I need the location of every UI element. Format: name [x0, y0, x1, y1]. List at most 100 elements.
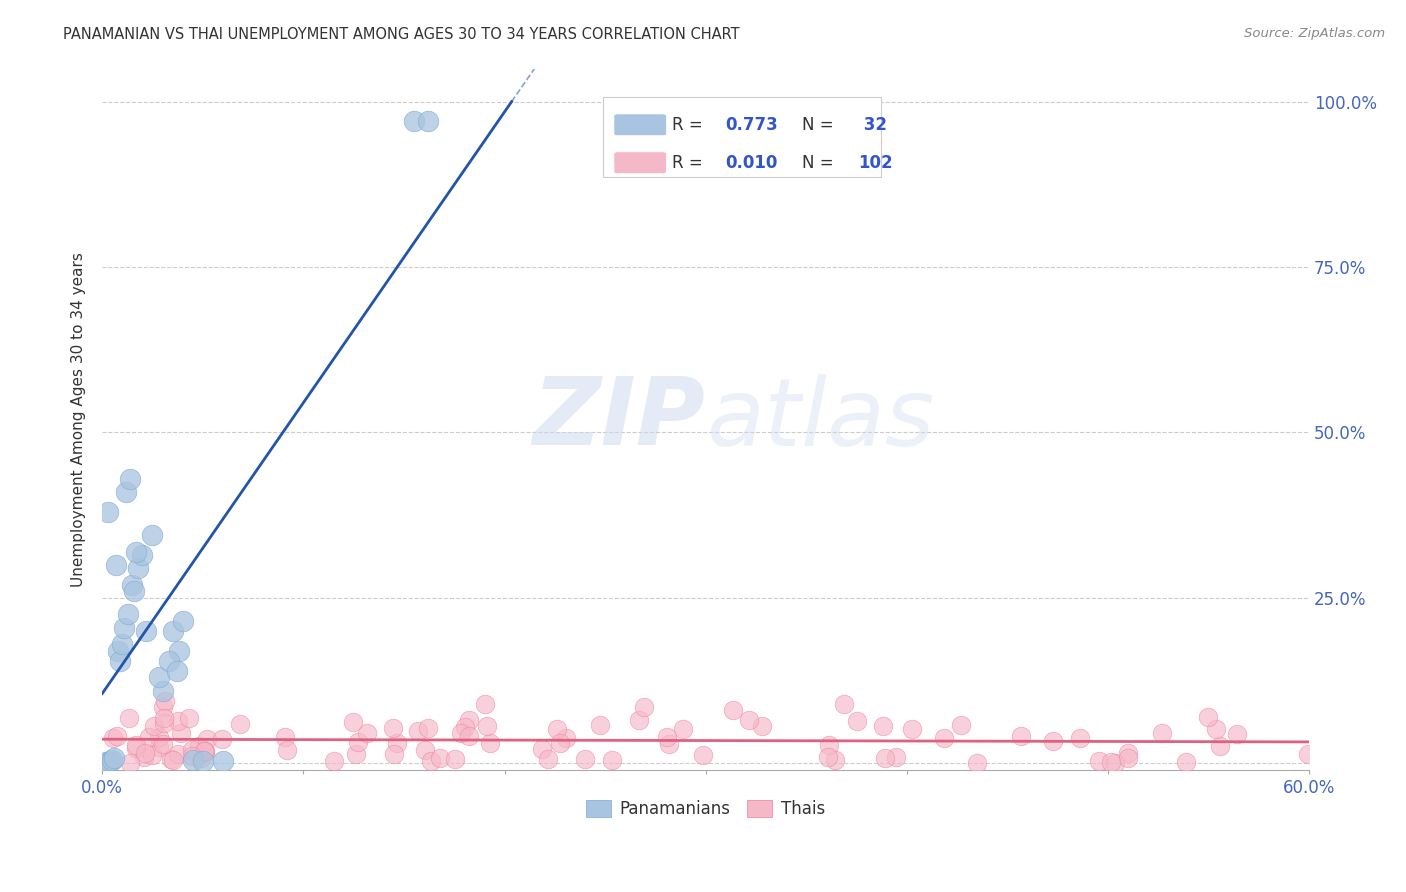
Point: [101, 731, 124, 745]
Point: [382, 722, 405, 736]
Point: [162, 753, 184, 767]
Point: [387, 735, 409, 749]
Point: [402, 114, 425, 128]
Point: [194, 745, 217, 759]
Point: [1198, 710, 1220, 724]
Point: [1152, 726, 1174, 740]
Point: [98, 755, 121, 769]
Point: [177, 711, 200, 725]
Point: [193, 744, 215, 758]
Point: [658, 737, 681, 751]
Point: [555, 731, 578, 745]
Point: [1099, 756, 1122, 770]
Point: [135, 624, 157, 638]
Point: [1205, 722, 1227, 736]
Point: [141, 528, 163, 542]
Point: [546, 722, 568, 736]
Point: [406, 723, 429, 738]
Point: [1088, 754, 1111, 768]
Point: [105, 558, 128, 572]
Point: [148, 670, 170, 684]
Point: [103, 751, 125, 765]
Text: 0.773: 0.773: [725, 116, 779, 134]
Point: [382, 747, 405, 761]
Point: [1209, 739, 1232, 753]
Text: atlas: atlas: [706, 374, 934, 465]
Point: [723, 703, 745, 717]
Point: [162, 624, 184, 638]
Point: [347, 735, 370, 749]
Point: [1175, 755, 1198, 769]
Point: [950, 718, 973, 732]
Point: [153, 716, 176, 731]
Text: 32: 32: [858, 116, 887, 134]
Text: Source: ZipAtlas.com: Source: ZipAtlas.com: [1244, 27, 1385, 40]
Point: [172, 614, 194, 628]
Point: [148, 730, 170, 744]
Point: [1296, 747, 1319, 761]
Point: [477, 718, 499, 732]
Y-axis label: Unemployment Among Ages 30 to 34 years: Unemployment Among Ages 30 to 34 years: [72, 252, 86, 587]
Point: [356, 725, 378, 739]
Point: [117, 607, 139, 622]
Point: [167, 714, 190, 729]
Point: [229, 716, 252, 731]
Point: [152, 683, 174, 698]
Point: [125, 544, 148, 558]
Legend: Panamanians, Thais: Panamanians, Thais: [579, 793, 831, 825]
Point: [1042, 734, 1064, 748]
Point: [548, 736, 571, 750]
Point: [454, 720, 477, 734]
Point: [478, 736, 501, 750]
Point: [132, 750, 155, 764]
Point: [322, 754, 344, 768]
Point: [181, 753, 204, 767]
Point: [143, 719, 166, 733]
Point: [420, 754, 443, 768]
Text: R =: R =: [672, 153, 709, 172]
Point: [574, 752, 596, 766]
Point: [107, 644, 129, 658]
Point: [344, 747, 367, 761]
Point: [153, 693, 176, 707]
Point: [901, 722, 924, 736]
Point: [157, 654, 180, 668]
Point: [125, 741, 148, 756]
Point: [1069, 731, 1091, 746]
Text: ZIP: ZIP: [533, 373, 706, 466]
Point: [190, 751, 212, 765]
Point: [817, 750, 839, 764]
Point: [458, 714, 481, 728]
Point: [148, 739, 170, 754]
Point: [884, 750, 907, 764]
Text: R =: R =: [672, 116, 709, 134]
Point: [1010, 730, 1032, 744]
Point: [692, 748, 714, 763]
Point: [1116, 747, 1139, 761]
Point: [627, 714, 650, 728]
Point: [276, 743, 298, 757]
Point: [458, 730, 481, 744]
Point: [131, 548, 153, 562]
Point: [166, 664, 188, 678]
Point: [115, 485, 138, 500]
FancyBboxPatch shape: [603, 96, 880, 178]
Point: [181, 743, 204, 757]
Point: [170, 725, 193, 739]
Point: [966, 756, 988, 770]
Point: [101, 753, 124, 767]
Point: [117, 710, 139, 724]
Point: [474, 697, 496, 711]
Point: [212, 755, 235, 769]
Point: [633, 700, 655, 714]
Point: [160, 752, 183, 766]
Point: [152, 737, 174, 751]
Point: [153, 711, 176, 725]
Point: [444, 752, 467, 766]
Text: N =: N =: [801, 116, 838, 134]
Point: [111, 637, 134, 651]
Point: [873, 750, 896, 764]
Text: 0.010: 0.010: [725, 153, 778, 172]
Point: [416, 114, 439, 128]
Point: [125, 738, 148, 752]
